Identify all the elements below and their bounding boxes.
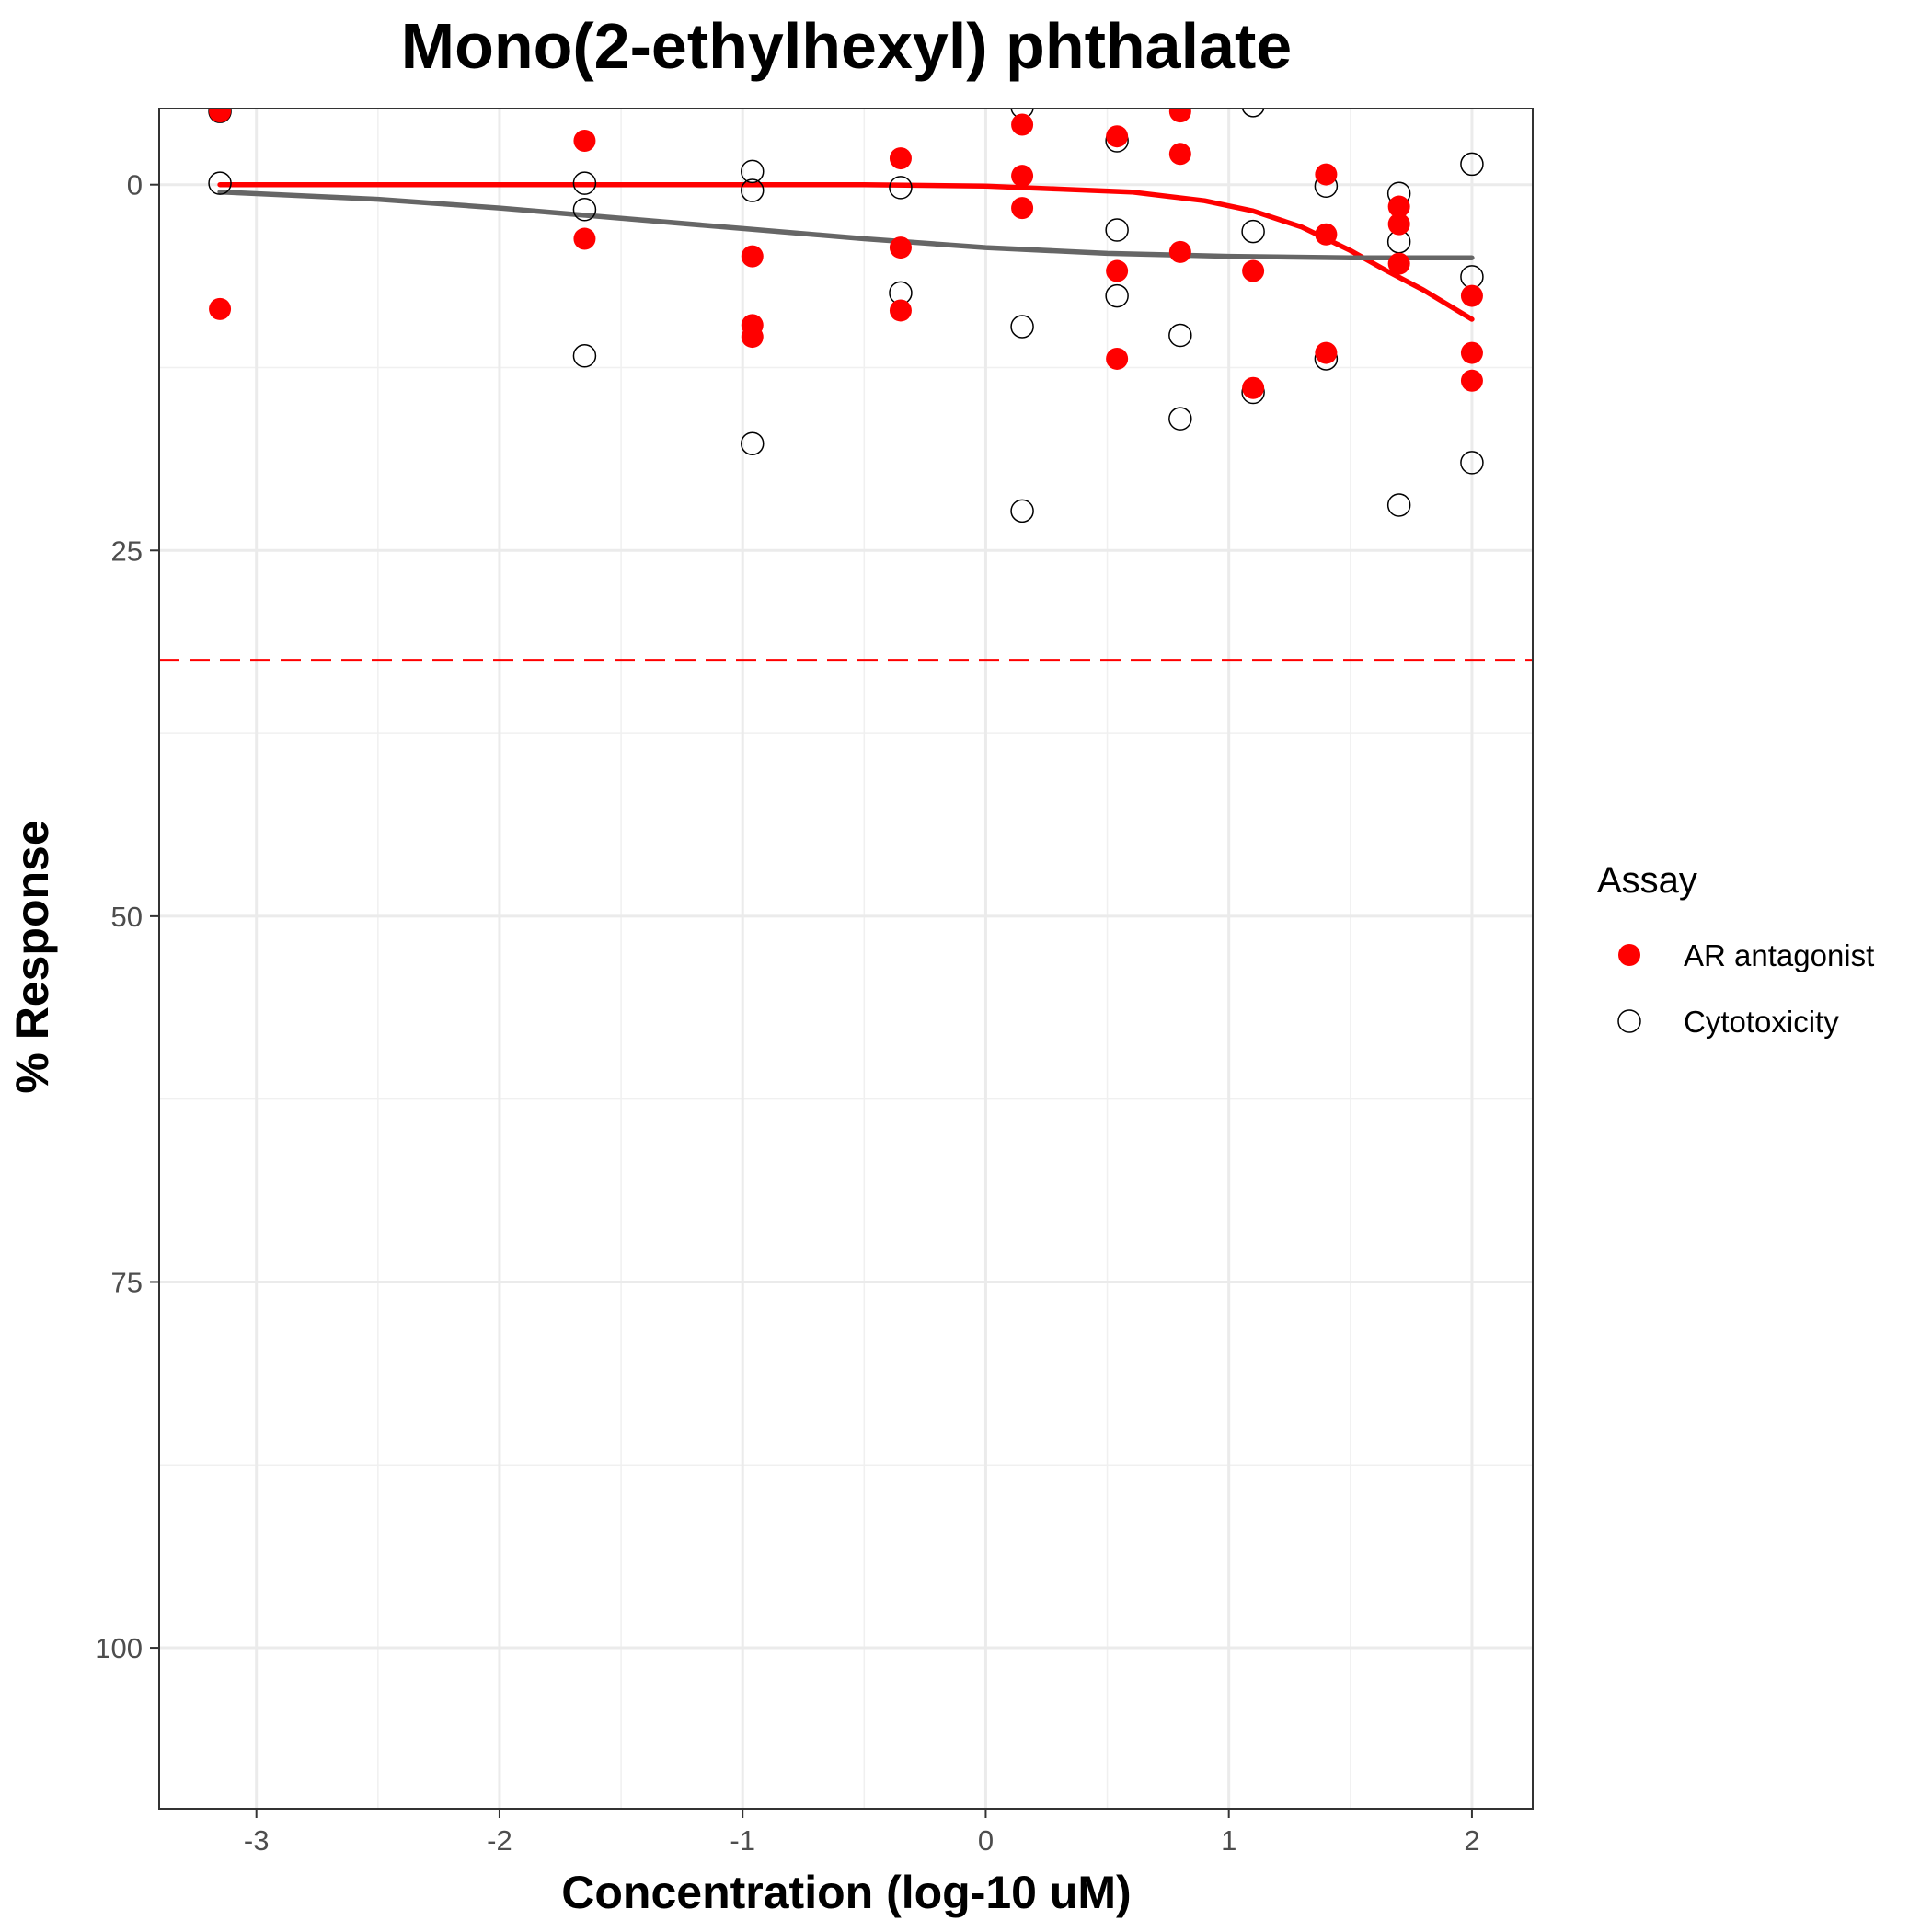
ar-antagonist-point [1011,113,1034,136]
ar-antagonist-point [209,109,232,123]
fit-curves [217,181,1475,322]
ar-antagonist-point [1168,109,1191,123]
y-axis-title: % Response [6,820,58,1093]
cytotoxicity-point [208,171,232,195]
y-axis: 0 25 50 75 100 [95,169,159,1664]
ar-antagonist-point [741,326,764,349]
x-axis: -3 -2 -1 0 1 2 [244,1809,1480,1857]
x-axis-title: Concentration (log-10 uM) [561,1867,1131,1918]
ar-antagonist-point [1242,259,1265,282]
x-tick-label: -2 [487,1824,512,1857]
chart-title: Mono(2-ethylhexyl) phthalate [401,10,1292,82]
ar-antagonist-point [209,297,232,320]
y-tick-label: 0 [127,169,143,201]
ar-antagonist-point [889,299,912,322]
cytotoxicity-point [1241,219,1265,244]
ar-antagonist-point [1460,369,1483,392]
ar-antagonist-point [1460,284,1483,307]
cytotoxicity-point [1010,315,1034,339]
cytotoxicity-point [572,344,597,368]
ar-antagonist-point [573,227,596,250]
cytotoxicity-point [1168,407,1192,431]
ar-antagonist-point [1315,163,1338,186]
cytotoxicity-point [1105,283,1129,308]
cytotoxicity-point [1386,493,1411,517]
ar-antagonist-point [1168,143,1191,166]
legend: Assay AR antagonist Cytotoxicity [1597,860,1874,1039]
cytotoxicity-point [1010,499,1034,523]
x-tick-label: 2 [1464,1824,1479,1857]
ar-antagonist-point [741,245,764,268]
cytotoxicity-point [1460,451,1484,475]
fit-curve-ar-antagonist [217,181,1475,322]
cytotoxicity-point [741,159,765,184]
cytotoxicity-point [572,197,597,222]
cytotoxicity-point [1241,109,1265,118]
ar-antagonist-point [889,236,912,259]
ar-antagonist-point [889,147,912,170]
ar-antagonist-point [1315,223,1338,246]
legend-title: Assay [1597,860,1697,901]
plot-panel [159,109,1533,1809]
cytotoxicity-point [1168,323,1192,348]
cytotoxicity-point [889,176,913,200]
ar-antagonist-point [1387,195,1410,218]
x-tick-label: 1 [1221,1824,1236,1857]
ar-antagonist-point [1011,165,1034,188]
fit-curve-cytotoxicity [217,189,1475,260]
y-tick-label: 100 [95,1632,143,1664]
ar-antagonist-point [1106,347,1129,370]
y-tick-label: 25 [111,535,143,567]
ar-antagonist-point [1387,213,1410,236]
cytotoxicity-point [1460,152,1484,177]
y-tick-label: 75 [111,1266,143,1298]
ar-antagonist-point [1460,341,1483,364]
y-tick-label: 50 [111,901,143,933]
legend-label-ar-antagonist: AR antagonist [1684,938,1874,972]
ar-antagonist-point [1106,259,1129,282]
legend-key-ar-antagonist [1618,944,1640,966]
legend-label-cytotoxicity: Cytotoxicity [1684,1005,1839,1039]
cytotoxicity-point [572,171,597,195]
x-tick-label: 0 [978,1824,994,1857]
cytotoxicity-point [741,178,765,202]
x-tick-label: -1 [730,1824,755,1857]
x-tick-label: -3 [244,1824,270,1857]
ar-antagonist-point [1106,125,1129,148]
plot-panel-border [158,108,1534,1810]
ar-antagonist-point [1315,341,1338,364]
ar-antagonist-point [1387,252,1410,275]
legend-key-cytotoxicity [1617,1009,1641,1033]
cytotoxicity-point [741,431,765,455]
data-points [208,109,1484,523]
ar-antagonist-point [1242,376,1265,399]
ar-antagonist-point [1011,197,1034,220]
cytotoxicity-point [1105,218,1129,242]
ar-antagonist-point [1168,240,1191,263]
grid [159,109,1533,1809]
ar-antagonist-point [573,129,596,152]
